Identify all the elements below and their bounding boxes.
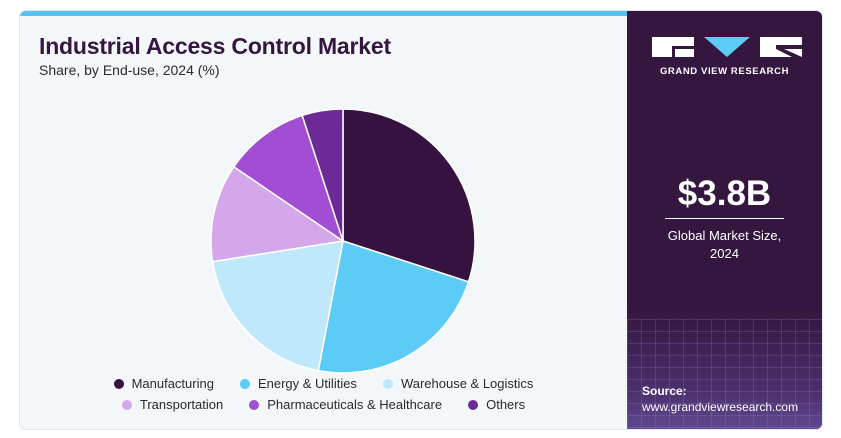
accent-stripe — [20, 11, 627, 16]
legend-swatch-manufacturing — [113, 378, 124, 389]
legend-label-transportation: Transportation — [139, 397, 224, 412]
pie-slice-manufacturing — [342, 108, 476, 283]
legend-item-others: Others — [468, 397, 525, 412]
legend-label-pharmaceuticals-healthcare: Pharmaceuticals & Healthcare — [267, 397, 443, 412]
market-size-divider — [665, 218, 784, 219]
legend-swatch-transportation — [121, 399, 132, 410]
chart-legend: Manufacturing Energy & Utilities Warehou… — [20, 373, 627, 415]
market-caption-line2: 2024 — [710, 246, 739, 261]
legend-row-2: Transportation Pharmaceuticals & Healthc… — [20, 394, 627, 415]
summary-panel: GRAND VIEW RESEARCH $3.8B Global Market … — [627, 11, 822, 429]
chart-subtitle: Share, by End-use, 2024 (%) — [39, 62, 220, 78]
market-size-caption: Global Market Size, 2024 — [627, 227, 822, 263]
pie-slice-transportation — [210, 166, 344, 263]
legend-label-warehouse-logistics: Warehouse & Logistics — [400, 376, 534, 391]
legend-label-others: Others — [486, 397, 526, 412]
legend-item-pharmaceuticals-healthcare: Pharmaceuticals & Healthcare — [249, 397, 442, 412]
legend-swatch-pharmaceuticals-healthcare — [249, 399, 260, 410]
source-label: Source: — [642, 384, 687, 398]
legend-swatch-others — [468, 399, 479, 410]
brand-name: GRAND VIEW RESEARCH — [659, 66, 790, 77]
pie-slice-others — [301, 108, 344, 242]
panel-grid-pattern — [627, 319, 822, 429]
panel-glow — [627, 309, 822, 429]
legend-label-manufacturing: Manufacturing — [131, 376, 214, 391]
legend-row-1: Manufacturing Energy & Utilities Warehou… — [20, 373, 627, 394]
infographic-card: Industrial Access Control Market Share, … — [20, 11, 822, 429]
market-caption-line1: Global Market Size, — [667, 228, 782, 243]
source-url[interactable]: www.grandviewresearch.com — [642, 400, 799, 414]
grand-view-research-logo — [652, 37, 802, 57]
pie-slice-pharmaceuticals-healthcare — [233, 114, 344, 242]
pie-slice-warehouse-logistics — [211, 240, 344, 372]
pie-slice-energy-utilities — [317, 240, 470, 374]
legend-item-transportation: Transportation — [121, 397, 224, 412]
market-size-value: $3.8B — [677, 174, 772, 213]
legend-item-manufacturing: Manufacturing — [113, 376, 214, 391]
pie-chart — [210, 108, 476, 374]
legend-item-warehouse-logistics: Warehouse & Logistics — [382, 376, 534, 391]
chart-panel: Industrial Access Control Market Share, … — [20, 11, 627, 429]
legend-item-energy-utilities: Energy & Utilities — [239, 376, 357, 391]
legend-swatch-energy-utilities — [239, 378, 250, 389]
legend-label-energy-utilities: Energy & Utilities — [257, 376, 357, 391]
legend-swatch-warehouse-logistics — [382, 378, 393, 389]
chart-title: Industrial Access Control Market — [39, 33, 391, 59]
